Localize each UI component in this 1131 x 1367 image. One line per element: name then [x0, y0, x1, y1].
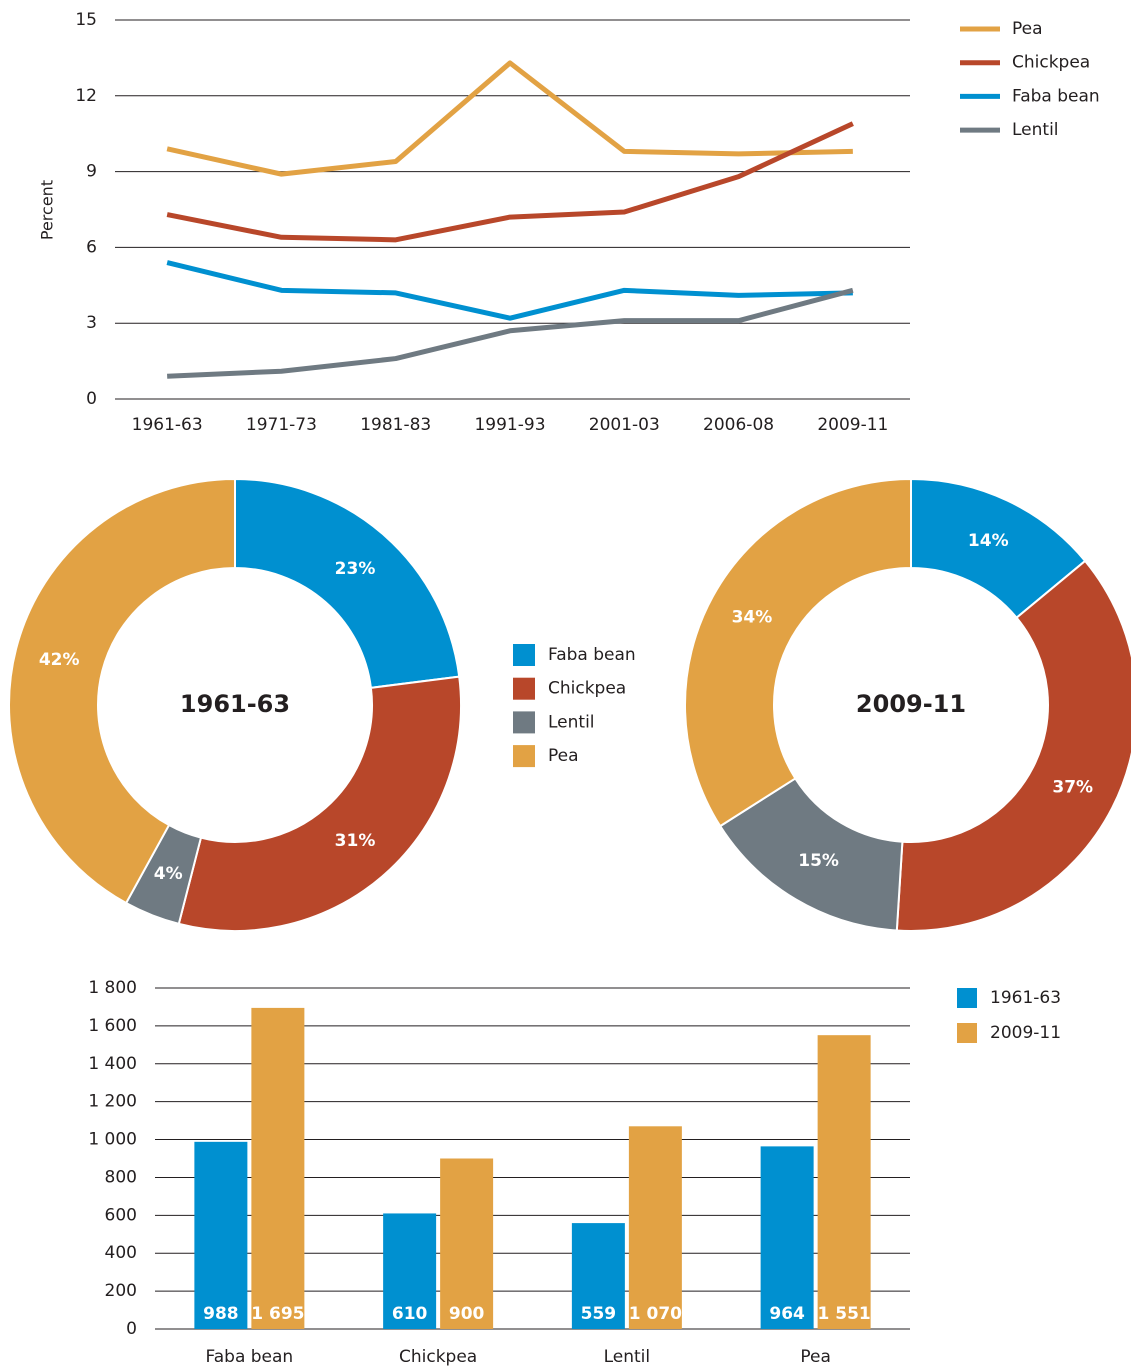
slice-label: 37%: [1052, 777, 1093, 797]
slice-label: 42%: [39, 650, 80, 670]
legend-label: Faba bean: [1012, 86, 1100, 106]
y-tick-label: 12: [75, 86, 97, 106]
line-series: [167, 287, 854, 379]
y-tick-label: 800: [105, 1167, 137, 1187]
y-tick-label: 400: [105, 1243, 137, 1263]
bar: [251, 1007, 305, 1329]
bar: [571, 1223, 625, 1329]
bar-value-label: 1 695: [251, 1304, 304, 1324]
bar: [628, 1126, 682, 1329]
slice-label: 34%: [732, 608, 773, 628]
y-tick-label: 1 000: [88, 1130, 137, 1150]
legend-label: Lentil: [1012, 120, 1059, 140]
legend-label: 1961-63: [990, 988, 1061, 1008]
donut-slice: [234, 477, 461, 689]
legend-swatch: [957, 988, 977, 1008]
y-tick-label: 6: [86, 237, 97, 257]
slice-label: 31%: [335, 831, 376, 851]
legend-label: Lentil: [548, 712, 595, 732]
bar: [817, 1035, 871, 1329]
x-tick-label: 1961-63: [132, 415, 203, 435]
legend-swatch: [513, 745, 535, 768]
y-tick-label: 1 600: [88, 1016, 137, 1036]
y-tick-label: 0: [126, 1319, 137, 1339]
legend-label: Faba bean: [548, 645, 636, 665]
y-axis-label: Percent: [38, 180, 57, 240]
donut-slice: [8, 477, 236, 905]
x-tick-label: Chickpea: [399, 1347, 477, 1367]
y-tick-label: 200: [105, 1281, 137, 1301]
x-tick-label: 1971-73: [246, 415, 317, 435]
x-tick-label: Faba bean: [206, 1347, 294, 1367]
legend-label: Chickpea: [1012, 53, 1090, 73]
legend-label: 2009-11: [990, 1023, 1061, 1043]
legend-swatch: [513, 711, 535, 734]
bar: [194, 1141, 248, 1329]
bar-value-label: 1 551: [818, 1304, 871, 1324]
legend-label: Pea: [1012, 19, 1043, 39]
slice-label: 15%: [798, 851, 839, 871]
donut-slice: [684, 477, 912, 828]
donut-slice: [177, 675, 462, 932]
legend-swatch: [513, 644, 535, 666]
y-tick-label: 1 400: [88, 1054, 137, 1074]
legend-swatch: [957, 1023, 977, 1043]
y-tick-label: 3: [86, 313, 97, 333]
slice-label: 4%: [154, 864, 183, 884]
x-tick-label: Lentil: [604, 1347, 651, 1367]
y-tick-label: 600: [105, 1205, 137, 1225]
slice-label: 23%: [335, 559, 376, 579]
bar-value-label: 988: [203, 1304, 239, 1324]
bar-value-label: 900: [449, 1304, 485, 1324]
line-series: [166, 60, 853, 177]
slice-label: 14%: [968, 531, 1009, 551]
donut-title: 2009-11: [856, 690, 966, 718]
bar-value-label: 964: [769, 1304, 805, 1324]
x-tick-label: 2009-11: [817, 415, 888, 435]
y-tick-label: 15: [75, 10, 97, 30]
donut-title: 1961-63: [180, 690, 290, 718]
y-tick-label: 0: [86, 389, 97, 409]
x-tick-label: 2006-08: [703, 415, 774, 435]
bar: [440, 1158, 494, 1329]
legend-swatch: [513, 677, 535, 700]
bar: [760, 1146, 814, 1329]
legend-label: Chickpea: [548, 679, 626, 699]
line-series: [166, 121, 854, 243]
y-tick-label: 1 200: [88, 1092, 137, 1112]
bar: [383, 1213, 437, 1329]
x-tick-label: Pea: [800, 1347, 831, 1367]
line-series: [166, 260, 853, 321]
donut-slice: [895, 559, 1131, 932]
bar-value-label: 1 070: [629, 1304, 682, 1324]
x-tick-label: 2001-03: [589, 415, 660, 435]
y-tick-label: 1 800: [88, 978, 137, 998]
bar-value-label: 559: [581, 1304, 617, 1324]
x-tick-label: 1991-93: [474, 415, 545, 435]
legend-label: Pea: [548, 746, 579, 766]
x-tick-label: 1981-83: [360, 415, 431, 435]
bar-value-label: 610: [392, 1304, 428, 1324]
y-tick-label: 9: [86, 162, 97, 182]
